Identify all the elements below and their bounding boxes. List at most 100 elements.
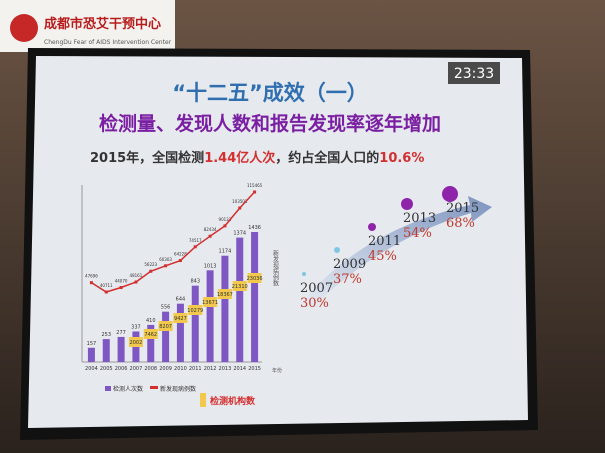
bar <box>221 255 229 362</box>
slide-subtitle: 检测量、发现人数和报告发现率逐年增加 <box>99 112 441 135</box>
rate-text: 2013 54% <box>403 211 436 241</box>
bar-label: 1013 <box>204 263 217 269</box>
rate-year: 2015 <box>446 201 479 216</box>
logo-subtitle: ChengDu Fear of AIDS Intervention Center <box>44 39 172 46</box>
rate-text: 2007 30% <box>300 281 333 311</box>
case-marker <box>178 259 182 263</box>
case-marker <box>164 264 168 268</box>
bar <box>117 336 125 362</box>
center-box <box>217 289 232 299</box>
case-marker <box>119 286 123 290</box>
rate-text: 2009 37% <box>333 257 366 287</box>
rate-dot <box>401 198 413 210</box>
year-label: 2014 <box>233 366 246 372</box>
center-box <box>173 313 188 323</box>
slide-title: “十二五”成效（一） <box>172 81 368 105</box>
rates: 2007 30%2009 37%2011 45%2013 54%2015 68% <box>300 186 479 311</box>
legend-swatch <box>200 393 206 407</box>
case-marker <box>104 290 108 294</box>
year-label: 2006 <box>115 366 128 372</box>
line-label: 48161 <box>130 273 143 278</box>
center-box <box>188 305 203 315</box>
year-label: 2004 <box>85 366 98 372</box>
year-label: 2012 <box>204 366 217 372</box>
legend-label: 检测人次数 <box>113 385 143 393</box>
bar-label: 157 <box>87 341 97 347</box>
right-axis-label: 新发现病例数 <box>272 249 279 287</box>
headline-text: ，约占全国人口的 <box>275 150 379 166</box>
center-label: 21310 <box>232 284 248 290</box>
rate-year: 2013 <box>403 211 436 226</box>
center-label: 23036 <box>247 276 263 282</box>
legend-swatch <box>105 386 111 391</box>
bar-label: 1436 <box>248 225 261 231</box>
legend-label: 检测机构数 <box>210 395 256 407</box>
center-label: 13671 <box>202 300 218 306</box>
line-label: 56223 <box>144 262 157 267</box>
bar <box>251 232 259 362</box>
headline-text: 2015年，全国检测 <box>90 150 204 166</box>
year-label: 2005 <box>100 366 113 372</box>
rate-year: 2009 <box>333 257 366 272</box>
rate-year: 2011 <box>368 234 401 249</box>
bar <box>162 311 170 362</box>
legend-swatch <box>150 386 158 389</box>
line-label: 44070 <box>115 279 128 284</box>
rate-value: 30% <box>300 296 329 311</box>
center-label: 7462 <box>144 332 157 338</box>
year-label: 2013 <box>219 366 232 372</box>
bar-label: 277 <box>116 330 126 336</box>
center-label: 2002 <box>130 340 143 346</box>
progress-arrow <box>300 196 492 310</box>
bar <box>87 347 95 362</box>
logo-name: 成都市恐艾干预中心 <box>44 16 161 32</box>
bar-label: 1174 <box>219 249 232 255</box>
year-label: 2010 <box>174 366 187 372</box>
headline-highlight: 10.6% <box>379 151 424 166</box>
rate-dot <box>368 223 376 231</box>
center-label: 8207 <box>159 324 172 330</box>
clock-box <box>448 62 500 84</box>
rate-year: 2007 <box>300 281 333 296</box>
chart: 年份 新发现病例数 检测人次数 新发现病例数 检测机构数 157 2004 4769… <box>81 183 282 407</box>
rate-dot <box>334 247 340 253</box>
bar <box>236 237 244 362</box>
headline: 2015年，全国检测1.44亿人次，约占全国人口的10.6% <box>90 150 424 166</box>
case-marker <box>134 280 138 284</box>
line-label: 60303 <box>159 257 172 262</box>
year-label: 2015 <box>248 366 261 372</box>
case-marker <box>253 190 257 194</box>
center-box <box>247 273 262 283</box>
bar <box>102 339 110 362</box>
bar-label: 253 <box>101 332 111 338</box>
rate-dot <box>302 272 306 276</box>
line-label: 82434 <box>204 227 217 232</box>
year-label: 2011 <box>189 366 202 372</box>
case-marker <box>149 269 153 273</box>
line-label: 90133 <box>219 217 232 222</box>
bar <box>176 303 184 362</box>
center-box <box>232 281 247 291</box>
rate-text: 2011 45% <box>368 234 401 264</box>
bar-label: 556 <box>161 305 171 311</box>
bar-label: 1374 <box>233 231 246 237</box>
center-label: 18367 <box>217 292 233 298</box>
center-label: 10279 <box>187 308 203 314</box>
rate-value: 54% <box>403 226 432 241</box>
bar-label: 843 <box>190 279 200 285</box>
x-unit: 年份 <box>272 367 282 374</box>
logo-icon <box>10 14 38 42</box>
bar-label: 337 <box>131 324 141 330</box>
line-label: 115465 <box>247 183 263 188</box>
rate-value: 37% <box>333 272 362 287</box>
case-marker <box>89 281 93 285</box>
clock: 23:33 <box>454 66 494 82</box>
center-label: 9427 <box>174 316 187 322</box>
legend-label: 新发现病例数 <box>160 385 196 393</box>
rate-dot <box>442 186 458 202</box>
case-marker <box>238 206 242 210</box>
bar-label: 644 <box>176 297 186 303</box>
headline-highlight: 1.44亿人次 <box>204 150 275 166</box>
rate-value: 68% <box>446 216 475 231</box>
